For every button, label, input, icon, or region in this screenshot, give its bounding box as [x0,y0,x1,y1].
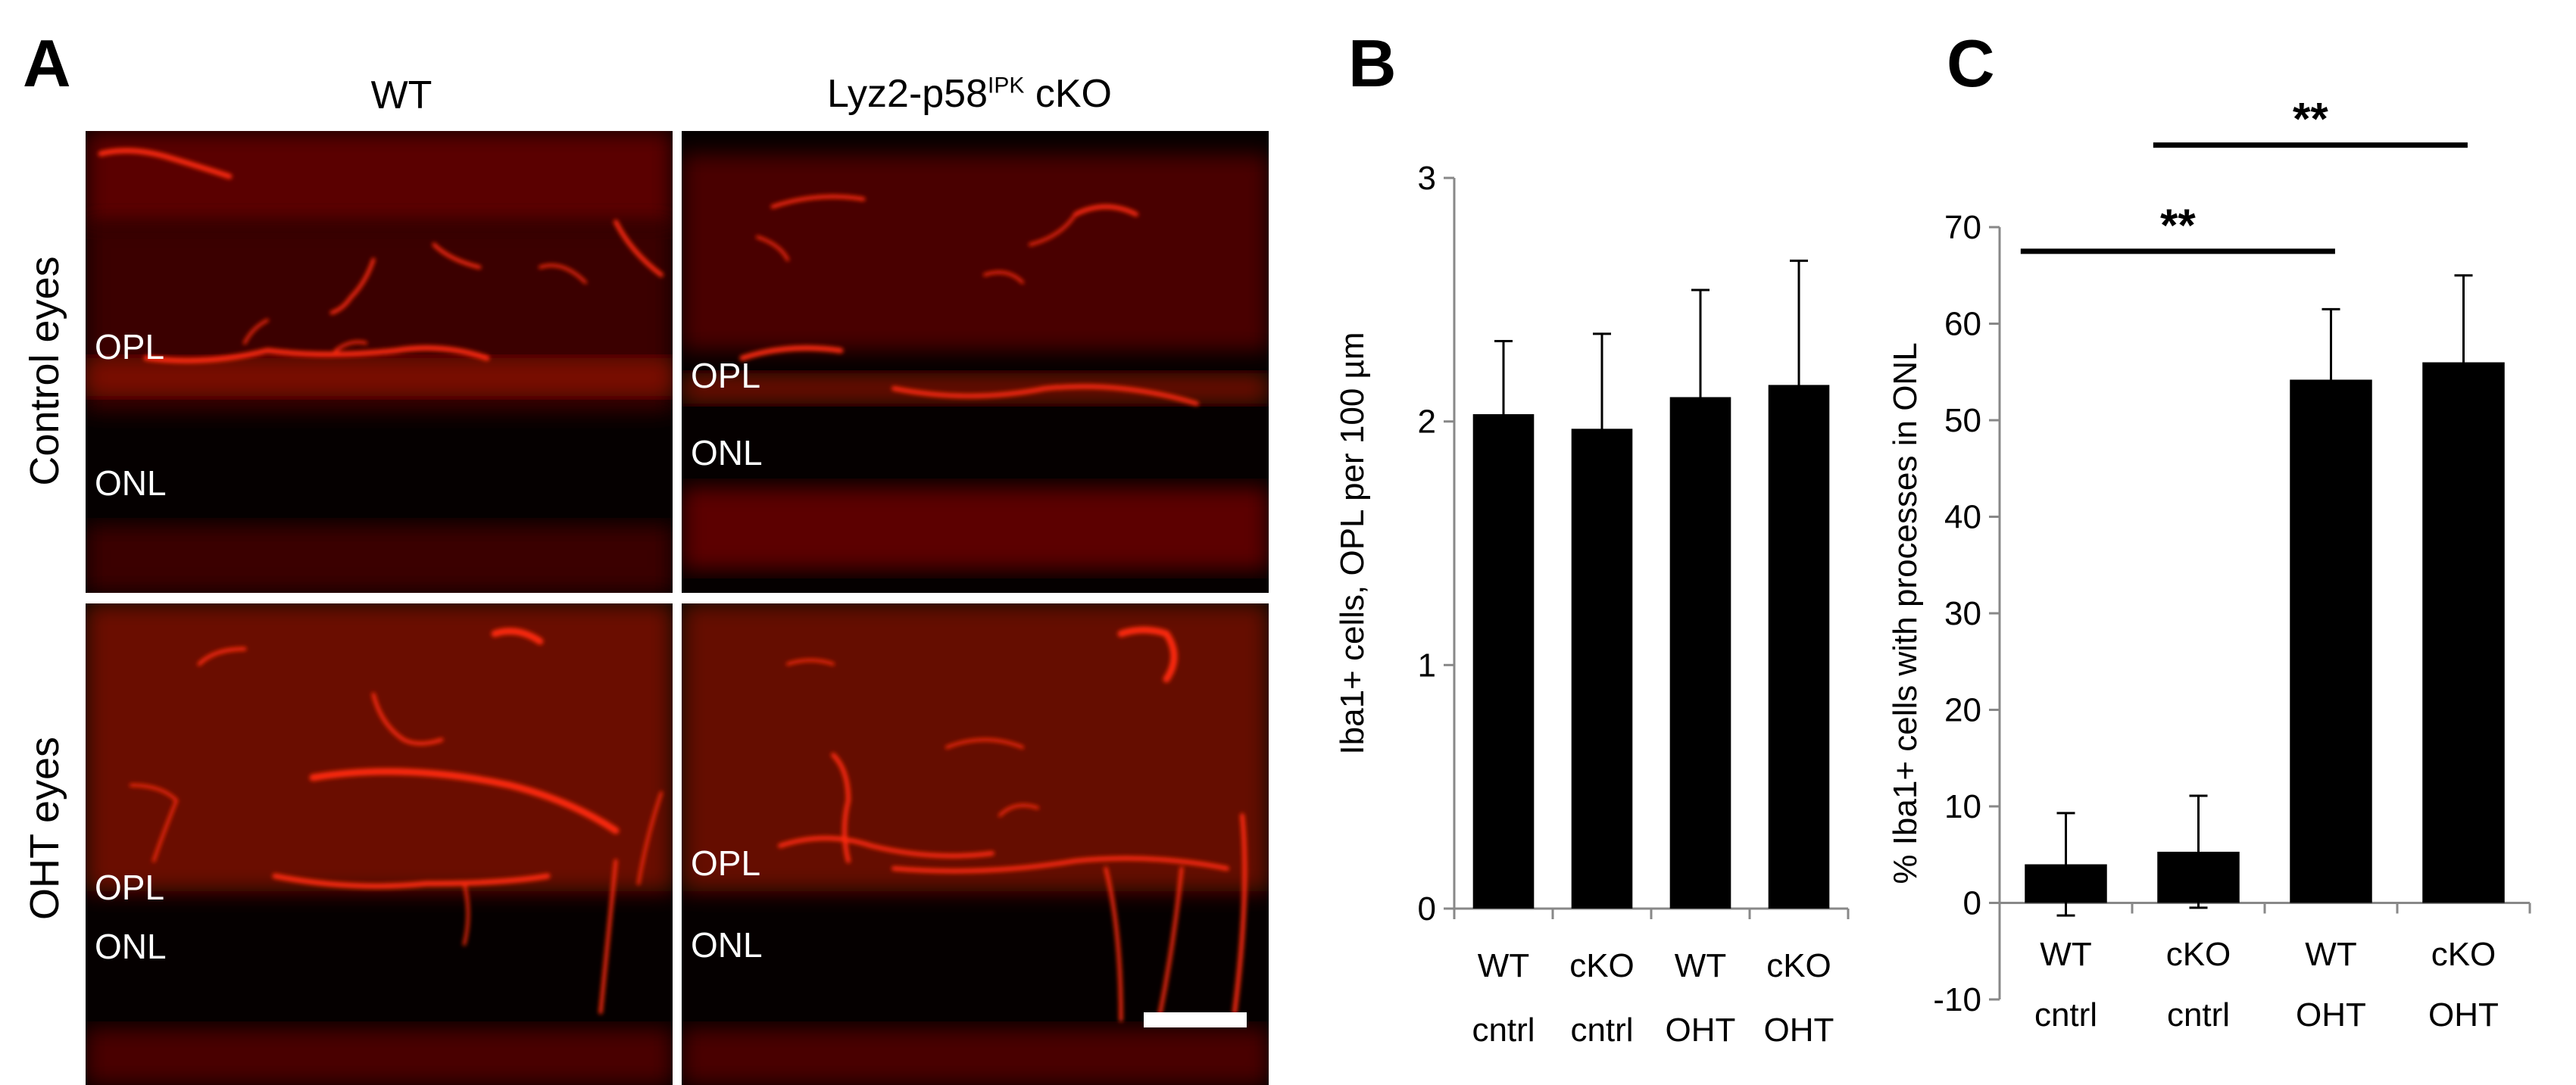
chart-b-x-tick-label: cKO [1766,947,1831,984]
chart-c-x-tick-label: WT [2305,936,2356,973]
chart-c-x-tick-label: cKO [2166,936,2231,973]
chart-c-y-tick-label: 30 [1944,595,1981,632]
panel-b-letter: B [1348,26,1397,101]
chart-b-y-tick-label: 3 [1418,160,1436,197]
chart-c-y-tick-label: 10 [1944,788,1981,825]
chart-c-svg: -10 0 10 20 30 40 50 60 70 WT cntrl cKO cntrl WT OHT cK… [1887,94,2531,1034]
chart-b-x-tick-label: cntrl [1472,1012,1535,1049]
chart-b-svg: 0 1 2 3 WT cntrl cKO cntrl WT OHT cKO OHT Iba1+ cell… [1334,160,1850,1049]
chart-b-y-tick-label: 0 [1418,890,1436,928]
micrograph-cko-oht: OPL ONL [682,603,1269,1085]
chart-b-x-tick-label: WT [1675,947,1726,984]
chart-c-y-tick-label: 40 [1944,499,1981,536]
chart-b: 0 1 2 3 WT cntrl cKO cntrl WT OHT cKO OHT Iba1+ cell… [1288,136,1850,1075]
chart-c-y-tick-label: 0 [1963,885,1981,922]
chart-c-y-tick-label: 70 [1944,209,1981,246]
micrograph-wt-oht-image [86,603,673,1085]
chart-c-y-tick-label: 50 [1944,402,1981,439]
micrograph-wt-oht: OPL ONL [86,603,673,1085]
chart-c-x-tick-label: cntrl [2034,996,2097,1034]
micrograph-cko-control: OPL ONL [682,131,1269,593]
panel-a-letter: A [23,26,71,101]
row-label-oht: OHT eyes [22,736,67,921]
chart-c-x-tick-label: OHT [2428,996,2499,1034]
chart-c-y-tick-label: 60 [1944,306,1981,343]
chart-b-y-tick-label: 1 [1418,647,1436,684]
row-label-control: Control eyes [22,256,67,486]
chart-b-y-tick-label: 2 [1418,404,1436,441]
micrograph-cko-oht-image [682,603,1269,1085]
layer-label-opl: OPL [95,327,165,366]
layer-label-opl: OPL [95,868,165,907]
chart-b-x-tick-label: cntrl [1570,1012,1633,1049]
layer-label-onl: ONL [95,463,167,503]
column-header-cko-base: Lyz2-p58 [827,72,988,116]
layer-label-onl: ONL [95,927,167,966]
chart-c-significance-label: ** [2160,200,2196,251]
micrograph-wt-control: OPL ONL [86,131,673,593]
chart-c-bar [2290,379,2372,903]
scale-bar [1144,1012,1247,1027]
chart-c-bar [2422,362,2505,903]
chart-c-x-tick-label: cKO [2431,936,2496,973]
panel-c-letter: C [1947,26,1995,101]
chart-b-bar [1472,414,1535,909]
layer-label-opl: OPL [691,356,761,395]
column-header-wt: WT [370,73,432,117]
chart-c-y-tick-label: 20 [1944,692,1981,729]
chart-b-x-tick-label: OHT [1666,1012,1736,1049]
chart-c-x-tick-label: OHT [2296,996,2366,1034]
micrograph-wt-control-image [86,131,673,593]
chart-c-y-axis-label: % Iba1+ cells with processes in ONL [1887,342,1924,884]
column-header-cko-tail: cKO [1024,72,1112,116]
chart-c: -10 0 10 20 30 40 50 60 70 WT cntrl cKO cntrl WT OHT cK… [1863,94,2560,1075]
column-header-cko-superscript: IPK [988,73,1025,98]
chart-c-y-tick-label: -10 [1933,981,1981,1018]
chart-b-x-tick-label: OHT [1764,1012,1834,1049]
micrograph-cko-control-image [682,154,1269,570]
chart-c-significance-label: ** [2293,94,2328,145]
chart-c-x-tick-label: cntrl [2167,996,2230,1034]
column-header-cko: Lyz2-p58IPK cKO [757,74,1182,114]
chart-c-x-tick-label: WT [2040,936,2091,973]
chart-b-x-tick-label: WT [1478,947,1529,984]
chart-b-x-tick-label: cKO [1569,947,1635,984]
chart-b-y-axis-label: Iba1+ cells, OPL per 100 µm [1334,332,1371,754]
layer-label-opl: OPL [691,843,761,883]
layer-label-onl: ONL [691,925,763,965]
layer-label-onl: ONL [691,433,763,472]
